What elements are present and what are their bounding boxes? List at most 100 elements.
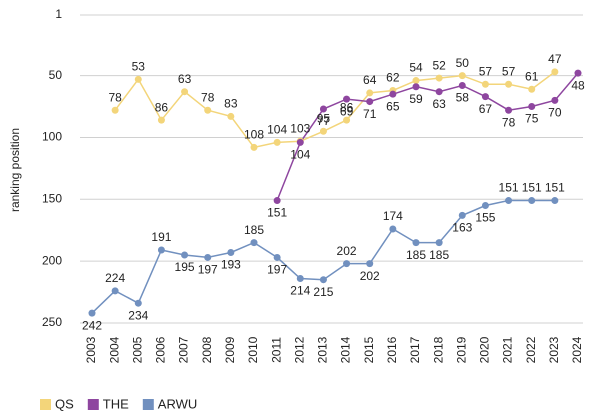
- data-point: [111, 287, 119, 295]
- x-tick-label: 2016: [385, 336, 399, 363]
- data-point: [204, 106, 212, 114]
- data-point: [111, 106, 119, 114]
- x-tick-label: 2008: [200, 336, 214, 363]
- y-tick-label: 50: [49, 68, 63, 82]
- data-point: [528, 197, 536, 205]
- data-point: [250, 239, 258, 247]
- data-point: [435, 88, 443, 96]
- data-label: 47: [548, 52, 562, 66]
- data-point: [528, 85, 536, 93]
- data-label: 104: [267, 123, 287, 137]
- data-label: 151: [545, 181, 565, 195]
- data-label: 202: [337, 244, 357, 258]
- data-label: 50: [456, 56, 470, 70]
- data-point: [412, 77, 420, 85]
- data-label: 58: [456, 91, 470, 105]
- data-label: 103: [290, 121, 310, 135]
- data-point: [389, 225, 397, 233]
- data-point: [181, 251, 189, 259]
- data-label: 214: [290, 284, 310, 298]
- data-label: 151: [522, 181, 542, 195]
- x-tick-label: 2003: [84, 336, 98, 363]
- data-label: 151: [499, 181, 519, 195]
- x-tick-label: 2010: [246, 336, 260, 363]
- data-label: 197: [267, 263, 287, 277]
- y-tick-label: 200: [42, 253, 62, 267]
- data-label: 83: [224, 97, 238, 111]
- data-label: 63: [432, 97, 446, 111]
- data-label: 234: [128, 308, 148, 322]
- legend-swatch: [87, 399, 99, 410]
- data-point: [435, 239, 443, 247]
- data-label: 54: [409, 61, 423, 75]
- data-label: 155: [475, 211, 495, 225]
- data-point: [343, 260, 351, 268]
- data-point: [343, 95, 351, 103]
- data-label: 95: [317, 111, 331, 125]
- legend-label: THE: [103, 396, 129, 411]
- data-point: [412, 83, 420, 91]
- data-label: 65: [386, 99, 400, 113]
- data-label: 78: [502, 115, 516, 129]
- data-label: 62: [386, 71, 400, 85]
- data-point: [505, 106, 513, 114]
- data-point: [319, 105, 327, 113]
- x-tick-label: 2013: [316, 336, 330, 363]
- data-label: 86: [155, 100, 169, 114]
- data-point: [250, 143, 258, 151]
- data-label: 70: [548, 106, 562, 120]
- data-point: [481, 93, 489, 101]
- data-label: 69: [340, 104, 354, 118]
- data-label: 104: [290, 148, 310, 162]
- data-point: [273, 197, 281, 205]
- data-point: [458, 82, 466, 90]
- data-label: 151: [267, 206, 287, 220]
- data-label: 67: [479, 102, 493, 116]
- data-point: [366, 89, 374, 97]
- data-point: [551, 68, 559, 76]
- data-point: [412, 239, 420, 247]
- x-tick-label: 2014: [339, 336, 353, 363]
- data-label: 78: [201, 90, 215, 104]
- data-point: [157, 116, 165, 124]
- x-tick-label: 2006: [154, 336, 168, 363]
- x-tick-label: 2011: [269, 337, 283, 363]
- data-point: [88, 309, 96, 317]
- data-point: [505, 197, 513, 205]
- data-point: [273, 253, 281, 261]
- data-label: 59: [409, 92, 423, 106]
- data-point: [319, 127, 327, 135]
- x-tick-label: 2017: [408, 336, 422, 363]
- data-label: 163: [452, 221, 472, 235]
- x-tick-label: 2020: [478, 336, 492, 363]
- data-point: [366, 98, 374, 106]
- data-label: 185: [406, 248, 426, 262]
- data-point: [458, 72, 466, 80]
- legend-swatch: [40, 399, 51, 410]
- data-label: 86: [340, 100, 354, 114]
- y-axis-label: ranking position: [8, 128, 22, 212]
- data-label: 57: [479, 64, 493, 78]
- data-label: 77: [317, 114, 331, 128]
- data-point: [481, 80, 489, 88]
- legend-label: QS: [55, 396, 74, 411]
- x-tick-label: 2015: [362, 336, 376, 363]
- data-label: 224: [105, 271, 125, 285]
- series-line: [114, 71, 556, 149]
- data-point: [481, 201, 489, 209]
- data-point: [134, 299, 142, 307]
- data-label: 193: [221, 258, 241, 272]
- legend-label: ARWU: [158, 396, 197, 411]
- data-label: 185: [429, 248, 449, 262]
- data-label: 53: [132, 59, 146, 73]
- x-tick-label: 2007: [177, 336, 191, 363]
- data-point: [204, 253, 212, 261]
- x-tick-label: 2021: [501, 336, 515, 363]
- data-label: 61: [525, 69, 539, 83]
- y-tick-label: 1: [55, 7, 62, 21]
- data-point: [181, 88, 189, 96]
- x-tick-label: 2012: [292, 336, 306, 363]
- data-point: [134, 75, 142, 83]
- data-point: [458, 211, 466, 219]
